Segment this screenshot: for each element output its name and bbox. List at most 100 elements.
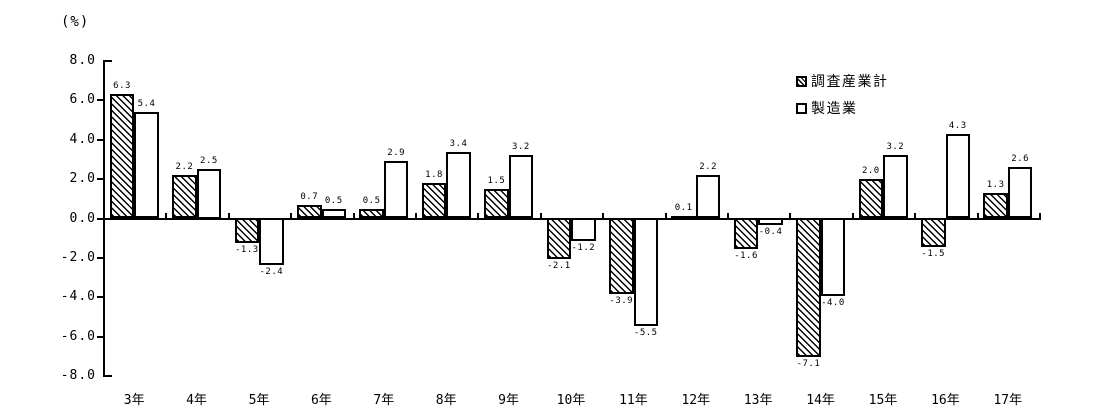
bar xyxy=(446,151,471,219)
bar xyxy=(921,217,946,248)
bar xyxy=(546,217,572,259)
bar xyxy=(633,217,658,326)
bar xyxy=(134,112,159,219)
bar xyxy=(1007,167,1033,219)
bar xyxy=(484,188,509,219)
bar xyxy=(234,217,260,244)
bar-value-label: -2.4 xyxy=(259,266,284,277)
y-tick-label: 8.0 xyxy=(69,52,96,68)
y-tick xyxy=(103,59,112,62)
bar-value-label: 4.3 xyxy=(948,120,967,131)
y-tick xyxy=(97,178,103,181)
y-tick-label: 4.0 xyxy=(69,131,96,147)
bar-value-label: 0.7 xyxy=(300,191,319,202)
bar-value-label: -1.2 xyxy=(571,243,596,254)
bar xyxy=(758,217,783,226)
y-tick xyxy=(103,375,112,378)
x-tick-label: 17年 xyxy=(993,393,1023,408)
y-tick-label: -2.0 xyxy=(60,249,96,265)
bar xyxy=(321,208,346,219)
bar xyxy=(172,175,197,219)
category-boundary-tick xyxy=(602,212,605,219)
bar xyxy=(983,192,1008,219)
x-tick-label: 12年 xyxy=(681,393,711,408)
bar xyxy=(359,208,384,219)
bar xyxy=(571,217,596,242)
y-tick xyxy=(97,217,103,220)
bar-value-label: 2.5 xyxy=(200,156,218,167)
x-tick-label: 5年 xyxy=(248,393,270,408)
x-tick-label: 10年 xyxy=(556,393,586,408)
x-tick-label: 9年 xyxy=(498,393,519,408)
bar-value-label: -4.0 xyxy=(821,298,845,309)
x-tick-label: 14年 xyxy=(806,393,835,408)
bar-value-label: 2.2 xyxy=(699,162,718,173)
category-boundary-tick xyxy=(664,212,667,219)
bar-value-label: 1.5 xyxy=(487,175,506,186)
category-boundary-tick xyxy=(227,212,230,219)
y-tick xyxy=(97,256,103,259)
y-tick xyxy=(97,138,103,141)
category-boundary-tick xyxy=(539,212,542,219)
y-tick-label: 2.0 xyxy=(69,171,96,187)
bar xyxy=(883,155,908,219)
category-boundary-tick xyxy=(851,212,854,219)
bar xyxy=(196,169,222,219)
category-boundary-tick xyxy=(727,212,729,219)
bar xyxy=(259,217,284,265)
bar xyxy=(695,175,721,219)
category-boundary-tick xyxy=(1039,212,1041,219)
legend-item-series2: 製造業 xyxy=(796,98,889,118)
bar xyxy=(609,217,634,295)
y-tick-label: -4.0 xyxy=(60,289,96,305)
bar xyxy=(508,155,534,219)
bar xyxy=(671,215,696,220)
y-tick-label: -8.0 xyxy=(60,368,96,384)
bar-value-label: -1.3 xyxy=(235,245,259,256)
y-axis-unit-label: (%) xyxy=(61,14,90,30)
bar-value-label: -5.5 xyxy=(633,327,658,338)
bar-value-label: -7.1 xyxy=(796,359,821,370)
y-tick xyxy=(97,296,103,299)
bar-value-label: -0.4 xyxy=(758,227,783,238)
y-tick xyxy=(97,99,103,102)
y-tick-label: -6.0 xyxy=(60,328,96,344)
category-boundary-tick xyxy=(165,212,168,219)
legend: 調査産業計 製造業 xyxy=(796,71,889,118)
bar-value-label: 2.6 xyxy=(1011,154,1030,165)
y-tick-label: 6.0 xyxy=(69,92,96,108)
bar-value-label: 0.1 xyxy=(674,202,693,213)
category-boundary-tick xyxy=(290,212,293,219)
legend-label-series1: 調査産業計 xyxy=(811,74,889,90)
bar-value-label: 2.0 xyxy=(861,166,880,177)
bar-value-label: -1.5 xyxy=(921,249,946,260)
bar xyxy=(297,204,322,219)
x-tick-label: 16年 xyxy=(931,393,960,408)
bar-value-label: 1.8 xyxy=(425,170,443,181)
x-tick-label: 3年 xyxy=(123,393,145,408)
x-tick-label: 11年 xyxy=(619,393,648,408)
bar xyxy=(796,217,821,358)
bar xyxy=(858,179,884,219)
bar xyxy=(109,94,135,219)
bar xyxy=(945,133,970,219)
y-tick xyxy=(97,335,103,338)
bar-value-label: 3.4 xyxy=(449,138,468,149)
bar-value-label: -3.9 xyxy=(609,296,634,307)
bar-value-label: 2.2 xyxy=(175,162,194,173)
bar-value-label: 6.3 xyxy=(113,81,131,92)
x-tick-label: 7年 xyxy=(373,393,395,408)
y-tick-label: 0.0 xyxy=(69,210,96,226)
bar-value-label: 1.3 xyxy=(986,179,1005,190)
legend-item-series1: 調査産業計 xyxy=(796,71,889,91)
bar-value-label: 0.5 xyxy=(324,195,343,206)
bar-value-label: 5.4 xyxy=(137,99,156,110)
x-tick-label: 13年 xyxy=(743,393,773,408)
category-boundary-tick xyxy=(352,212,355,219)
category-boundary-tick xyxy=(789,212,792,219)
category-boundary-tick xyxy=(976,212,979,219)
bar xyxy=(733,217,759,250)
category-boundary-tick xyxy=(914,212,917,219)
bar xyxy=(383,161,409,219)
